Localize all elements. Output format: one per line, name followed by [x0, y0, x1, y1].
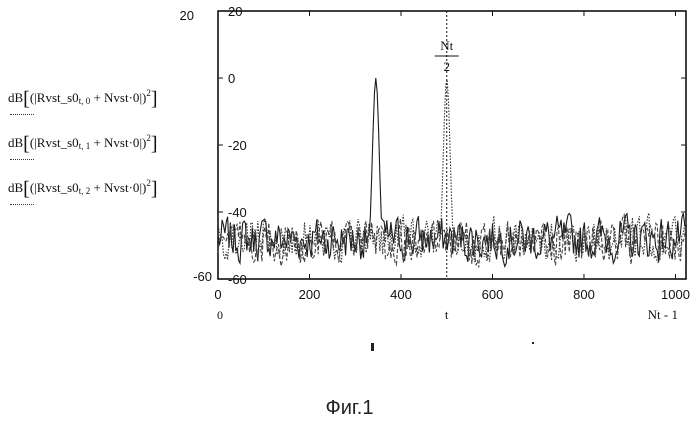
x-tick-label: 600 [482, 287, 504, 302]
x-tick-label: 200 [299, 287, 321, 302]
marker-numerator: Nt [440, 38, 453, 53]
y-bottom-outer-label: -60 [193, 269, 212, 284]
y-tick-label: 20 [228, 4, 242, 19]
y-top-outer-label: 20 [180, 8, 194, 23]
y-tick-label: -60 [228, 272, 247, 287]
x-range-right: Nt - 1 [648, 307, 678, 322]
series-label-1: dB[(|Rvst_s0t, 1 + Nvst·0|)2] [8, 133, 158, 156]
x-range-left: 0 [217, 308, 223, 322]
x-axis-label: t [445, 307, 449, 322]
scan-artifact-mark [371, 343, 374, 351]
marker-denominator: 2 [443, 59, 450, 74]
x-tick-label: 400 [390, 287, 412, 302]
x-tick-label: 800 [573, 287, 595, 302]
x-tick-label: 1000 [661, 287, 690, 302]
scan-artifact-dot [532, 342, 534, 344]
y-tick-label: -40 [228, 205, 247, 220]
series-label-2: dB[(|Rvst_s0t, 2 + Nvst·0|)2] [8, 178, 158, 201]
y-tick-label: -20 [228, 138, 247, 153]
y-tick-label: 0 [228, 71, 235, 86]
figure-caption: Фиг.1 [0, 397, 699, 420]
labels-layer: 02004006008001000-60-40-2002020-600tNt -… [180, 4, 690, 322]
x-tick-label: 0 [214, 287, 221, 302]
series-label-0: dB[(|Rvst_s0t, 0 + Nvst·0|)2] [8, 88, 158, 111]
